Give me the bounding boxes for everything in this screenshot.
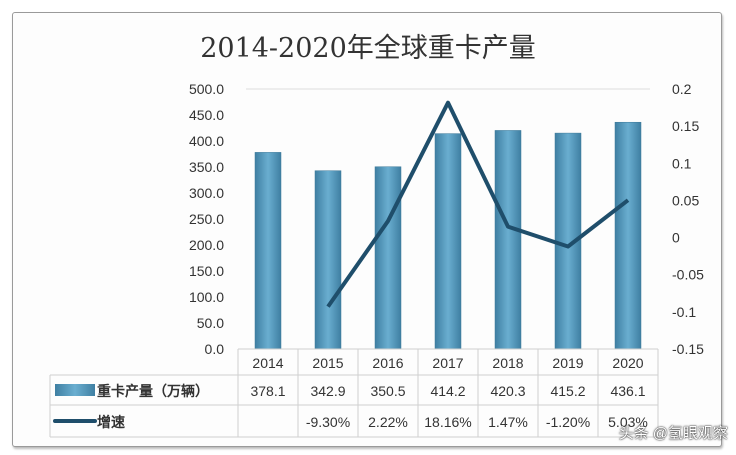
data-label-line: 18.16% [424,414,471,430]
y-right-tick-label: 0.2 [672,81,692,97]
bar-2015 [314,170,342,350]
growth-line [326,100,630,308]
data-label-bar: 415.2 [550,383,585,399]
x-tick-label: 2014 [252,355,283,371]
bar-2016 [374,166,402,350]
data-label-bar: 436.1 [610,383,645,399]
x-tick-label: 2018 [492,355,523,371]
y-left-tick-label: 450.0 [189,107,224,123]
x-tick-label: 2020 [612,355,643,371]
y-left-tick-label: 0.0 [205,341,225,357]
y-left-tick-label: 500.0 [189,81,224,97]
data-label-bar: 414.2 [430,383,465,399]
y-left-tick-label: 100.0 [189,289,224,305]
y-left-tick-label: 50.0 [197,315,224,331]
watermark: 头条 @氢眼观察 [618,425,728,442]
y-left-tick-label: 250.0 [189,211,224,227]
legend-bar-swatch [55,384,95,396]
y-left-tick-label: 200.0 [189,237,224,253]
chart-title: 2014-2020年全球重卡产量 [200,33,536,64]
y-right-tick-label: 0.15 [672,118,699,134]
y-right-tick-label: -0.05 [672,267,704,283]
x-tick-label: 2016 [372,355,403,371]
data-label-bar: 350.5 [370,383,405,399]
legend-bar-label: 重卡产量（万辆） [97,383,209,399]
y-right-tick-label: 0.05 [672,192,699,208]
data-label-bar: 420.3 [490,383,525,399]
x-tick-label: 2017 [432,355,463,371]
data-label-bar: 342.9 [310,383,345,399]
y-right-tick-label: -0.15 [672,341,704,357]
data-label-bar: 378.1 [250,383,285,399]
y-left-tick-label: 400.0 [189,133,224,149]
y-right-tick-label: -0.1 [672,304,696,320]
data-label-line: -9.30% [306,414,350,430]
y-right-tick-label: 0.1 [672,155,692,171]
data-label-line: 1.47% [488,414,528,430]
y-right-tick-label: 0 [672,230,680,246]
y-left-tick-label: 150.0 [189,263,224,279]
legend-line-label: 增速 [97,414,125,430]
data-label-line: 2.22% [368,414,408,430]
data-label-line: 5.03% [608,414,648,430]
bar-2018 [494,130,522,350]
bar-2017 [434,133,462,350]
y-left-tick-label: 350.0 [189,159,224,175]
bar-2020 [614,121,642,350]
bar-2014 [254,152,282,350]
y-left-tick-label: 300.0 [189,185,224,201]
x-tick-label: 2019 [552,355,583,371]
data-label-line: -1.20% [546,414,590,430]
x-tick-label: 2015 [312,355,343,371]
